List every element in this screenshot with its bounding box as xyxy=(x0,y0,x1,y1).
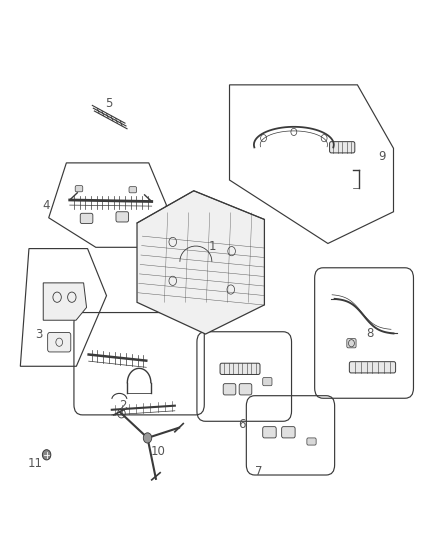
FancyBboxPatch shape xyxy=(223,384,236,395)
FancyBboxPatch shape xyxy=(307,438,316,445)
FancyBboxPatch shape xyxy=(282,426,295,438)
Text: 4: 4 xyxy=(43,199,50,212)
Circle shape xyxy=(42,450,51,460)
Text: 5: 5 xyxy=(105,98,113,110)
FancyBboxPatch shape xyxy=(48,333,71,352)
Text: 6: 6 xyxy=(238,417,246,431)
FancyBboxPatch shape xyxy=(263,426,276,438)
Text: 8: 8 xyxy=(366,327,373,340)
Text: 11: 11 xyxy=(28,457,43,470)
FancyBboxPatch shape xyxy=(220,363,260,375)
Text: 10: 10 xyxy=(151,445,166,458)
FancyBboxPatch shape xyxy=(75,185,83,192)
FancyBboxPatch shape xyxy=(350,362,396,373)
Polygon shape xyxy=(137,191,265,334)
Text: 7: 7 xyxy=(255,465,263,478)
FancyBboxPatch shape xyxy=(347,338,356,348)
Polygon shape xyxy=(43,283,87,320)
Text: 1: 1 xyxy=(209,239,216,253)
FancyBboxPatch shape xyxy=(329,142,355,153)
Circle shape xyxy=(143,433,152,443)
Text: 3: 3 xyxy=(35,328,43,341)
Text: 2: 2 xyxy=(120,399,127,412)
FancyBboxPatch shape xyxy=(129,187,137,193)
Text: 9: 9 xyxy=(378,150,386,163)
FancyBboxPatch shape xyxy=(239,384,252,395)
FancyBboxPatch shape xyxy=(80,213,93,223)
FancyBboxPatch shape xyxy=(263,377,272,386)
FancyBboxPatch shape xyxy=(116,212,129,222)
